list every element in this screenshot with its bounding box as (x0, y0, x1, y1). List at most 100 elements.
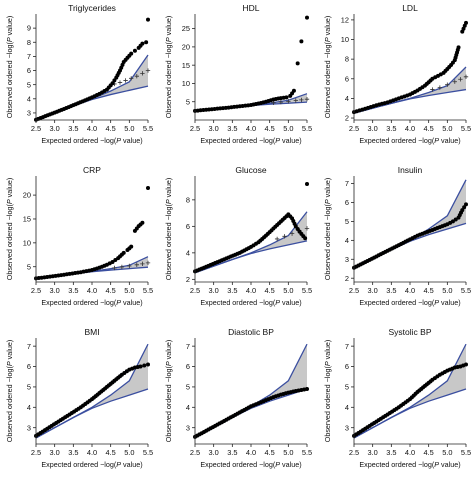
x-tick-label: 4.0 (405, 124, 415, 133)
y-tick-label: 5 (186, 97, 190, 106)
y-tick-label: 4 (345, 403, 349, 412)
y-tick-label: 8 (27, 38, 31, 47)
x-tick-label: 4.0 (87, 448, 97, 457)
data-point (121, 250, 126, 255)
expected-marker (445, 82, 450, 87)
expected-marker (463, 74, 469, 80)
y-tick-label: 7 (345, 342, 349, 351)
data-point (464, 202, 468, 207)
data-point (146, 362, 150, 367)
expected-marker (123, 78, 128, 83)
y-tick-label: 3 (27, 423, 31, 432)
data-point (146, 185, 150, 190)
x-tick-label: 2.5 (349, 124, 359, 133)
data-point (146, 17, 150, 22)
x-axis-label: Expected ordered −log(P value) (359, 460, 460, 469)
panel-title: Triglycerides (68, 3, 116, 13)
y-tick-label: 7 (345, 179, 349, 188)
expected-marker (304, 226, 310, 231)
band-lower-line (353, 88, 467, 114)
band-lower-line (194, 388, 308, 439)
y-tick-label: 6 (345, 74, 349, 83)
y-tick-label: 3 (345, 423, 349, 432)
expected-marker (129, 76, 134, 81)
x-tick-label: 4.0 (246, 448, 256, 457)
x-tick-label: 2.5 (31, 124, 41, 133)
x-tick-label: 4.5 (424, 448, 434, 457)
y-tick-label: 5 (27, 383, 31, 392)
x-tick-label: 5.5 (143, 448, 153, 457)
y-tick-label: 3 (186, 423, 190, 432)
y-tick-label: 15 (23, 215, 31, 224)
expected-marker (117, 80, 123, 85)
y-tick-label: 4 (186, 248, 190, 257)
data-point (113, 258, 118, 263)
expected-marker (274, 236, 280, 242)
expected-marker (452, 79, 457, 84)
panel-title: Systolic BP (389, 327, 432, 337)
data-point (129, 244, 134, 249)
data-point (284, 95, 289, 100)
x-tick-label: 5.0 (442, 286, 452, 295)
x-tick-label: 3.0 (50, 448, 60, 457)
x-tick-label: 2.5 (31, 448, 41, 457)
data-point (110, 81, 115, 86)
data-point (132, 48, 137, 53)
y-tick-label: 5 (186, 383, 190, 392)
qq-panel-insulin: Insulin 2.5 3.0 3.5 4.0 4.5 5.0 5.5 2 3 4 5 6 7 Expect… (323, 165, 471, 307)
qq-panel-systolic-bp: Systolic BP 2.5 3.0 3.5 4.0 4.5 5.0 5.5 3 4 5 6 7 Exp… (323, 327, 471, 469)
x-tick-label: 5.0 (124, 124, 134, 133)
data-point (142, 363, 147, 368)
x-tick-label: 3.5 (386, 448, 396, 457)
y-axis-label: Observed ordered −log(P value) (5, 16, 14, 119)
expected-marker (282, 234, 287, 239)
panel-title: Diastolic BP (228, 327, 274, 337)
confidence-band (354, 344, 466, 438)
confidence-band (195, 93, 307, 111)
y-tick-label: 7 (186, 342, 190, 351)
data-point (140, 41, 145, 46)
data-point (291, 88, 296, 93)
x-tick-label: 4.0 (87, 124, 97, 133)
data-point (138, 364, 143, 369)
x-tick-label: 5.5 (302, 286, 312, 295)
x-axis-label: Expected ordered −log(P value) (200, 298, 301, 307)
expected-marker (304, 96, 310, 102)
x-tick-label: 2.5 (349, 286, 359, 295)
data-point (140, 220, 145, 225)
x-tick-label: 2.5 (190, 448, 200, 457)
y-tick-label: 10 (182, 79, 190, 88)
x-tick-label: 5.0 (124, 448, 134, 457)
band-lower-line (353, 388, 467, 439)
band-lower-line (35, 388, 149, 439)
x-tick-label: 4.0 (246, 124, 256, 133)
expected-marker (127, 263, 132, 269)
x-tick-label: 5.0 (283, 448, 293, 457)
x-axis-label: Expected ordered −log(P value) (359, 136, 460, 145)
y-axis-label: Observed ordered −log(P value) (323, 340, 332, 443)
expected-marker (145, 260, 151, 266)
y-axis-label: Observed ordered −log(P value) (323, 16, 332, 119)
y-tick-label: 3 (27, 109, 31, 118)
data-point (305, 15, 309, 20)
expected-marker (278, 99, 284, 105)
y-tick-label: 20 (182, 42, 190, 51)
x-tick-label: 4.5 (424, 124, 434, 133)
x-tick-label: 5.5 (302, 448, 312, 457)
data-point (305, 386, 309, 391)
data-point (110, 259, 115, 264)
y-tick-label: 2 (186, 275, 190, 284)
data-point (112, 78, 117, 83)
panel-title: BMI (84, 327, 99, 337)
x-axis-label: Expected ordered −log(P value) (359, 298, 460, 307)
y-tick-label: 4 (27, 403, 31, 412)
x-axis-label: Expected ordered −log(P value) (41, 460, 142, 469)
qq-panel-glucose: Glucose 2.5 3.0 3.5 4.0 4.5 5.0 5.5 2 4 6 8 Expected… (164, 165, 312, 307)
y-tick-label: 20 (23, 191, 31, 200)
y-tick-label: 7 (27, 52, 31, 61)
x-tick-label: 5.0 (124, 286, 134, 295)
x-tick-label: 4.0 (87, 286, 97, 295)
qq-panel-diastolic-bp: Diastolic BP 2.5 3.0 3.5 4.0 4.5 5.0 5.5 3 4 5 6 7 Ex… (164, 327, 312, 469)
data-point (295, 61, 300, 66)
